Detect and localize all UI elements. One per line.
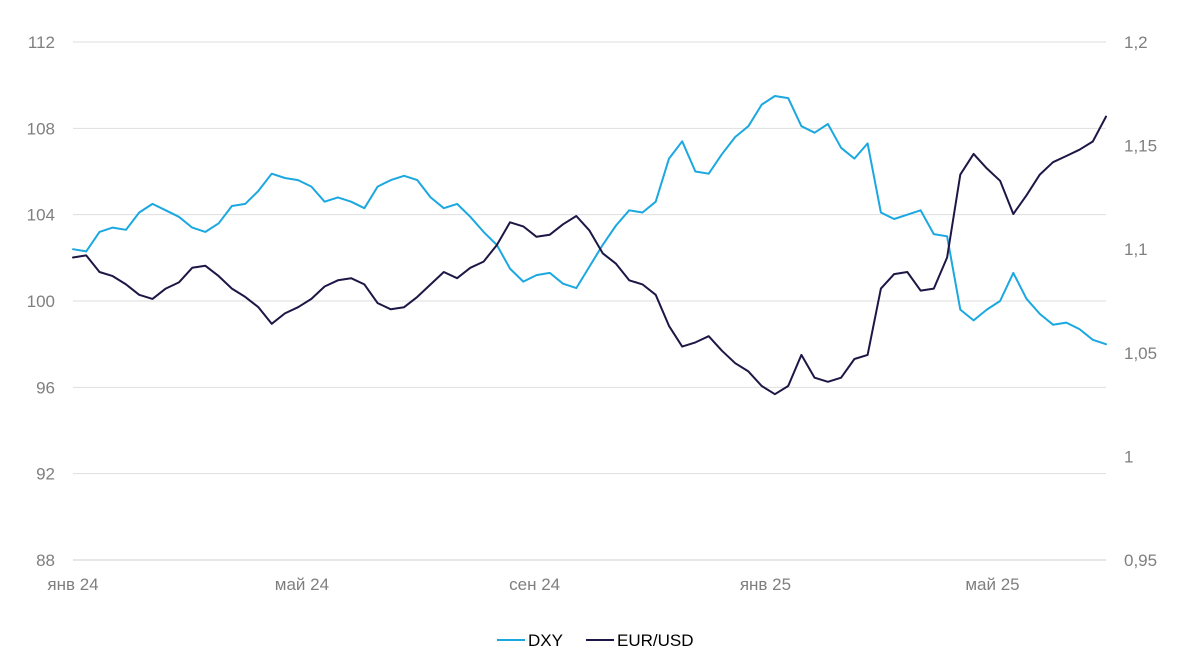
left-axis: 112 108 104 100 96 92 88 — [27, 33, 55, 570]
y-right-tick-label: 1,1 — [1124, 240, 1148, 259]
x-tick-label: сен 24 — [509, 575, 560, 594]
x-tick-label: янв 24 — [47, 575, 98, 594]
x-axis: янв 24 май 24 сен 24 янв 25 май 25 — [47, 575, 1019, 594]
right-axis: 1,2 1,15 1,1 1,05 1 0,95 — [1124, 33, 1157, 570]
x-tick-label: янв 25 — [740, 575, 791, 594]
y-right-tick-label: 1,15 — [1124, 137, 1157, 156]
x-tick-label: май 24 — [275, 575, 329, 594]
legend: DXY EUR/USD — [497, 631, 694, 650]
y-left-tick-label: 100 — [27, 292, 55, 311]
y-left-tick-label: 112 — [28, 33, 55, 52]
y-right-tick-label: 1,05 — [1124, 344, 1157, 363]
series-line-dxy — [72, 95, 1107, 346]
gridlines — [73, 41, 1106, 561]
y-left-tick-label: 92 — [36, 465, 55, 484]
y-left-tick-label: 108 — [27, 119, 55, 138]
series-line-eur-usd — [72, 115, 1107, 396]
y-right-tick-label: 1,2 — [1124, 33, 1148, 52]
y-left-tick-label: 96 — [36, 378, 55, 397]
y-right-tick-label: 0,95 — [1124, 551, 1157, 570]
x-tick-label: май 25 — [965, 575, 1019, 594]
legend-label: EUR/USD — [617, 631, 694, 650]
series-layer — [72, 95, 1107, 396]
legend-label: DXY — [528, 631, 563, 650]
y-right-tick-label: 1 — [1124, 447, 1133, 466]
y-left-tick-label: 104 — [27, 206, 55, 225]
y-left-tick-label: 88 — [36, 551, 55, 570]
